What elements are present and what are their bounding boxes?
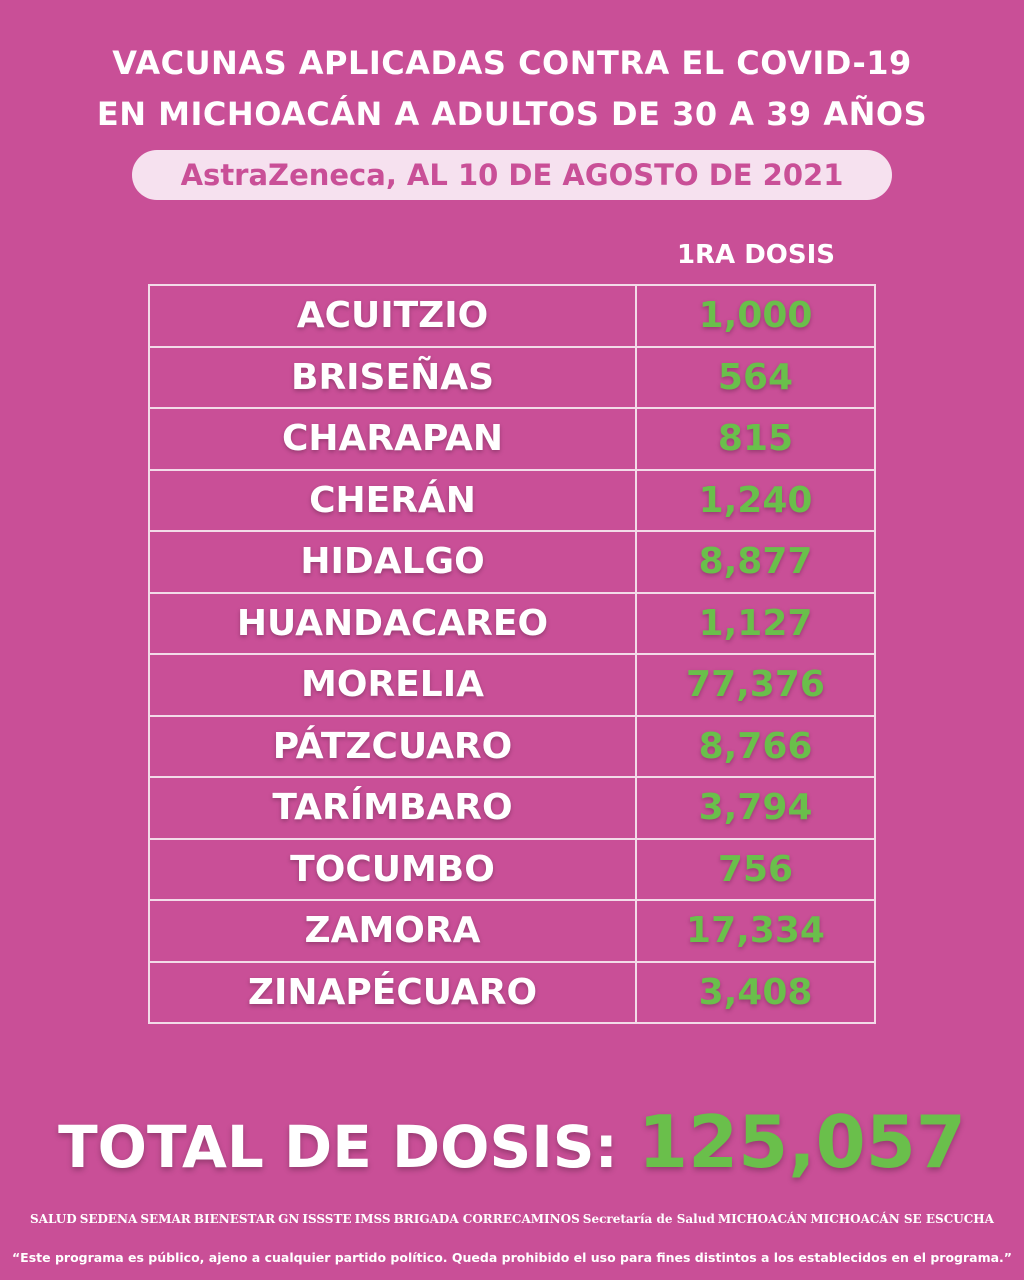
dose-count: 77,376: [635, 653, 876, 717]
title-line-1: VACUNAS APLICADAS CONTRA EL COVID-19: [112, 44, 912, 82]
municipality-name: PÁTZCUARO: [148, 714, 637, 778]
vaccination-table: ACUITZIO 1,000 BRISEÑAS 564 CHARAPAN 815 CHERÁ…: [148, 284, 876, 1024]
municipality-name: CHERÁN: [148, 468, 637, 532]
dose-count: 8,766: [635, 714, 876, 778]
municipality-name: CHARAPAN: [148, 407, 637, 471]
logo-michoacan-se-escucha: MICHOACÁN SE ESCUCHA: [810, 1212, 994, 1226]
table-row: ZINAPÉCUARO 3,408: [148, 960, 876, 1024]
table-row: ACUITZIO 1,000: [148, 284, 876, 348]
dose-count: 564: [635, 345, 876, 409]
municipality-name: TOCUMBO: [148, 837, 637, 901]
disclaimer: “Este programa es público, ajeno a cualq…: [11, 1250, 1013, 1265]
table-row: PÁTZCUARO 8,766: [148, 714, 876, 778]
dose-count: 756: [635, 837, 876, 901]
logo-gn: GN: [278, 1212, 300, 1226]
logo-bienestar: BIENESTAR: [193, 1212, 276, 1226]
table-row: BRISEÑAS 564: [148, 345, 876, 409]
logo-brigada-correcaminos: BRIGADA CORRECAMINOS: [393, 1212, 580, 1226]
table-row: ZAMORA 17,334: [148, 899, 876, 963]
sponsor-logos: SALUD SEDENA SEMAR BIENESTAR GN ISSSTE I…: [30, 1212, 994, 1226]
dose-count: 3,408: [635, 960, 876, 1024]
total-value: 125,057: [637, 1100, 966, 1184]
logo-salud: SALUD: [30, 1212, 77, 1226]
table-row: MORELIA 77,376: [148, 653, 876, 717]
title-line-2: EN MICHOACÁN A ADULTOS DE 30 A 39 AÑOS: [96, 95, 928, 133]
municipality-name: HIDALGO: [148, 530, 637, 594]
dose-count: 1,000: [635, 284, 876, 348]
municipality-name: ACUITZIO: [148, 284, 637, 348]
dose-count: 8,877: [635, 530, 876, 594]
column-header-dose: 1RA DOSIS: [676, 240, 836, 270]
logo-semar: SEMAR: [140, 1212, 191, 1226]
municipality-name: TARÍMBARO: [148, 776, 637, 840]
dose-count: 815: [635, 407, 876, 471]
table-row: CHARAPAN 815: [148, 407, 876, 471]
dose-count: 1,127: [635, 591, 876, 655]
municipality-name: BRISEÑAS: [148, 345, 637, 409]
municipality-name: HUANDACAREO: [148, 591, 637, 655]
municipality-name: ZAMORA: [148, 899, 637, 963]
subtitle-pill: AstraZeneca, AL 10 DE AGOSTO DE 2021: [132, 150, 892, 200]
logo-issste: ISSSTE: [302, 1212, 352, 1226]
municipality-name: MORELIA: [148, 653, 637, 717]
total-label: TOTAL DE DOSIS:: [58, 1113, 618, 1181]
logo-imss: IMSS: [354, 1212, 391, 1226]
logo-michoacan: MICHOACÁN: [717, 1212, 808, 1226]
dose-count: 17,334: [635, 899, 876, 963]
table-row: TARÍMBARO 3,794: [148, 776, 876, 840]
municipality-name: ZINAPÉCUARO: [148, 960, 637, 1024]
dose-count: 3,794: [635, 776, 876, 840]
table-row: HUANDACAREO 1,127: [148, 591, 876, 655]
logo-sedena: SEDENA: [79, 1212, 138, 1226]
total-doses: TOTAL DE DOSIS: 125,057: [0, 1100, 1024, 1184]
table-row: TOCUMBO 756: [148, 837, 876, 901]
table-row: HIDALGO 8,877: [148, 530, 876, 594]
logo-secretaria-salud: Secretaría de Salud: [582, 1212, 715, 1226]
dose-count: 1,240: [635, 468, 876, 532]
table-row: CHERÁN 1,240: [148, 468, 876, 532]
